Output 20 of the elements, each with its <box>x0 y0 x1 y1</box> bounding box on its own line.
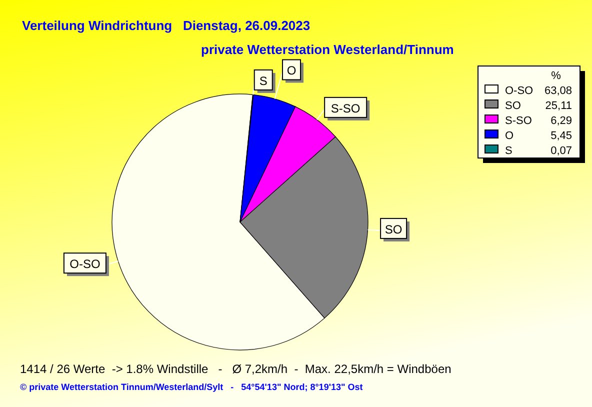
legend-label: S <box>505 145 512 157</box>
data-label: 25,11 <box>545 100 572 112</box>
text: 1414 / 26 Werte -> 1.8% Windstille - Ø 7,2km/h - Max. 22,5km/h = Windböen <box>20 362 452 376</box>
chart-title: Verteilung Windrichtung Dienstag, 26.09.2023 <box>22 18 310 33</box>
data-label: 63,08 <box>544 85 572 97</box>
slice-label: S-SO <box>330 101 360 116</box>
legend-title: % <box>551 70 562 82</box>
legend-label: O <box>505 130 514 142</box>
legend-label: O-SO <box>505 85 534 97</box>
data-label: 0,07 <box>550 145 572 157</box>
slice-label: S <box>259 74 268 88</box>
text: © private Wetterstation Tinnum/Westerland/Sylt - 54°54'13" Nord; 8°19'13" Ost <box>20 382 363 392</box>
chart-subtitle: private Wetterstation Westerland/Tinnum <box>201 42 454 57</box>
data-label: 5,45 <box>550 130 572 142</box>
slice-label: O-SO <box>70 257 100 272</box>
data-label: 6,29 <box>550 115 572 127</box>
legend-label: SO <box>505 100 522 112</box>
legend-label: S-SO <box>505 115 532 127</box>
slice-label: O <box>286 64 296 78</box>
slice-label: SO <box>384 222 402 236</box>
